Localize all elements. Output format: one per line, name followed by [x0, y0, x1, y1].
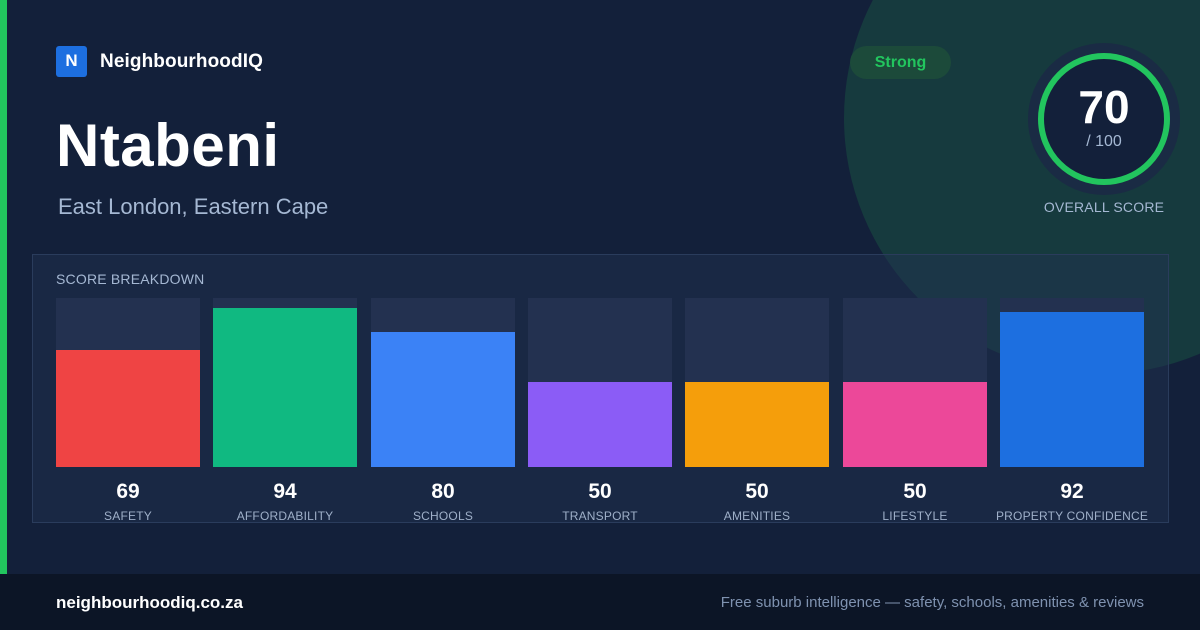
score-bar-amenities: 50 AMENITIES — [685, 298, 829, 528]
score-bar-property-confidence: 92 PROPERTY CONFIDENCE — [996, 298, 1148, 528]
score-bar-safety: 69 SAFETY — [56, 298, 200, 528]
score-ring-icon — [1028, 43, 1180, 195]
bar-track — [843, 298, 987, 467]
bar-value: 69 — [116, 480, 140, 503]
bar-track — [528, 298, 672, 467]
bar-track — [56, 298, 200, 467]
bar-fill — [685, 382, 829, 467]
bar-value: 92 — [1060, 480, 1084, 503]
card-background: N NeighbourhoodIQ Ntabeni East London, E… — [0, 0, 1200, 574]
bar-value: 80 — [431, 480, 455, 503]
brand-logo-icon: N — [56, 45, 87, 77]
bar-fill — [1000, 312, 1144, 467]
score-bar-lifestyle: 50 LIFESTYLE — [843, 298, 987, 528]
bar-fill — [528, 382, 672, 467]
bar-label: AMENITIES — [723, 509, 791, 523]
bar-fill — [213, 308, 357, 467]
overall-score-max: / 100 — [1086, 133, 1122, 150]
bar-fill — [371, 332, 515, 467]
rating-badge: Strong — [850, 46, 951, 79]
bar-value: 50 — [903, 480, 927, 503]
bar-track — [213, 298, 357, 467]
bar-value: 50 — [745, 480, 769, 503]
footer-tagline: Free suburb intelligence — safety, schoo… — [720, 594, 1144, 611]
bar-value: 50 — [588, 480, 612, 503]
overall-score-ring: 70 / 100 — [1028, 43, 1180, 195]
suburb-location: East London, Eastern Cape — [58, 194, 329, 219]
bar-label: AFFORDABILITY — [236, 509, 334, 523]
score-bar-affordability: 94 AFFORDABILITY — [213, 298, 357, 528]
overall-score-label: OVERALL SCORE — [1043, 199, 1165, 215]
brand-name: NeighbourhoodIQ — [100, 51, 263, 72]
footer: neighbourhoodiq.co.za Free suburb intell… — [0, 574, 1200, 630]
bar-label: SCHOOLS — [412, 509, 474, 523]
score-bar-transport: 50 TRANSPORT — [528, 298, 672, 528]
bar-fill — [843, 382, 987, 467]
bar-fill — [56, 350, 200, 467]
score-breakdown-title: SCORE BREAKDOWN — [56, 271, 205, 287]
bar-label: SAFETY — [104, 509, 152, 523]
bar-track — [371, 298, 515, 467]
score-bar-schools: 80 SCHOOLS — [371, 298, 515, 528]
suburb-name: Ntabeni — [56, 112, 280, 179]
brand[interactable]: N NeighbourhoodIQ — [56, 45, 263, 78]
accent-bar — [0, 0, 7, 574]
bar-label: LIFESTYLE — [882, 509, 948, 523]
bar-track — [685, 298, 829, 467]
bar-label: PROPERTY CONFIDENCE — [995, 509, 1149, 523]
bar-track — [1000, 298, 1144, 467]
overall-score-value: 70 — [1078, 81, 1130, 133]
score-breakdown-bars: 69 SAFETY 94 AFFORDABILITY 80 SCHOOLS 50 TRANSP… — [56, 298, 1148, 528]
bar-label: TRANSPORT — [562, 509, 638, 523]
footer-domain-link[interactable]: neighbourhoodiq.co.za — [56, 593, 243, 612]
bar-value: 94 — [273, 480, 297, 503]
